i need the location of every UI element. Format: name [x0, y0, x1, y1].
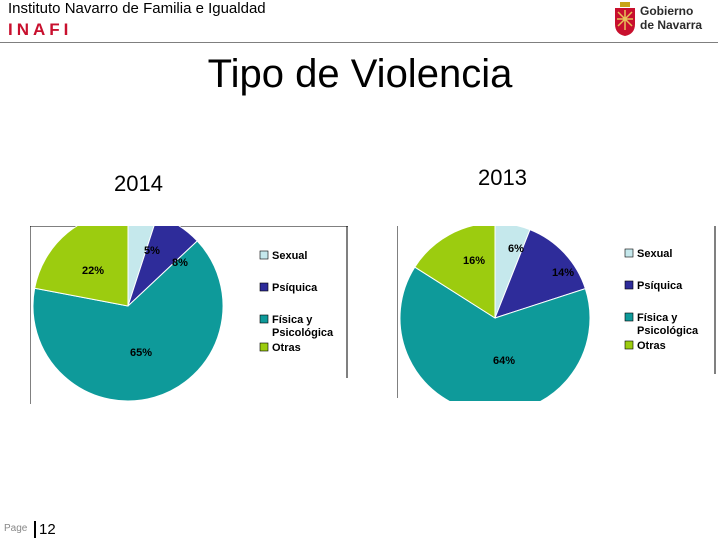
- data-label-psiquica-2013: 14%: [552, 267, 574, 279]
- data-label-psiquica-2014: 8%: [172, 257, 188, 269]
- pie-slice-fisica-y-psicologica-2014: [32, 240, 224, 402]
- legend-label-otras-2013: Otras: [637, 340, 666, 352]
- chart-2013-title: 2013: [478, 165, 527, 190]
- data-label-sexual-2013: 6%: [508, 243, 524, 255]
- page-label: Page: [4, 523, 28, 534]
- data-label-fisica-y-psicologica-2013: 64%: [493, 355, 515, 367]
- legend-label-fisica-y-psicologica-2013: Física y Psicológica: [637, 312, 699, 337]
- data-label-sexual-2014: 5%: [144, 245, 160, 257]
- data-label-otras-2014: 22%: [82, 265, 104, 277]
- logo-line-1: Gobierno: [640, 4, 694, 18]
- pie-chart-2013: 6% 14% 64% 16% Sexual Psíquica Física y Psicol…: [397, 226, 716, 401]
- legend-swatch-fisica-y-psicologica-2014: [259, 314, 269, 324]
- header-divider: [0, 42, 718, 43]
- legend-swatch-psiquica-2013: [624, 280, 634, 290]
- legend-label-psiquica-2013: Psíquica: [637, 280, 683, 292]
- legend-swatch-otras-2013: [624, 340, 634, 350]
- legend-swatch-psiquica-2014: [259, 282, 269, 292]
- pie-slice-otras-2013: [414, 226, 496, 319]
- logo-line-2: de Navarra: [640, 18, 703, 32]
- page-number: 12: [39, 521, 56, 538]
- legend-label-psiquica-2014: Psíquica: [272, 282, 318, 294]
- legend-label-sexual-2013: Sexual: [637, 248, 672, 260]
- legend-swatch-sexual-2014: [259, 250, 269, 260]
- chart-2014-title: 2014: [114, 171, 163, 196]
- legend-label-otras-2014: Otras: [272, 342, 301, 354]
- logo-text: Gobierno de Navarra: [640, 4, 702, 32]
- page-title: Tipo de Violencia: [207, 52, 513, 96]
- legend-swatch-fisica-y-psicologica-2013: [624, 312, 634, 322]
- gobierno-navarra-logo: Gobierno de Navarra: [614, 2, 714, 38]
- legend-swatch-otras-2014: [259, 342, 269, 352]
- data-label-fisica-y-psicologica-2014: 65%: [130, 347, 152, 359]
- legend-label-fisica-y-psicologica-2014: Física y Psicológica: [272, 314, 334, 339]
- navarra-shield-icon: [615, 2, 635, 36]
- footer-divider: [34, 521, 36, 538]
- legend-swatch-sexual-2013: [624, 248, 634, 258]
- data-label-otras-2013: 16%: [463, 255, 485, 267]
- pie-slice-fisica-y-psicologica-2013: [399, 266, 591, 401]
- pie-chart-2014: 5% 8% 65% 22% Sexual Psíquica Física y Psicoló…: [30, 226, 348, 404]
- legend-label-sexual-2014: Sexual: [272, 250, 307, 262]
- organization-acronym: INAFI: [8, 20, 73, 39]
- pie-slice-otras-2014: [34, 226, 129, 307]
- organization-name: Instituto Navarro de Familia e Igualdad: [8, 0, 266, 17]
